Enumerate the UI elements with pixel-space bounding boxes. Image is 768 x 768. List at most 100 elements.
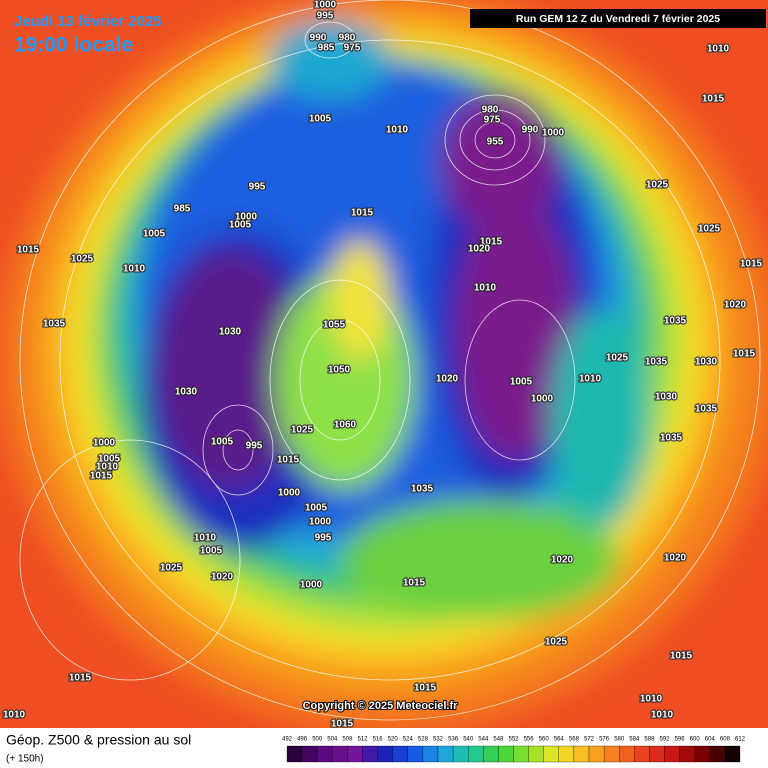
geopotential-field <box>0 0 768 728</box>
colorbar-swatch <box>301 745 318 763</box>
isobar-label: 975 <box>344 43 361 54</box>
isobar-label: 1015 <box>480 237 503 248</box>
colorbar-swatch <box>407 745 424 763</box>
isobar-label: 1035 <box>411 484 434 495</box>
colorbar-label: 604 <box>705 737 716 743</box>
colorbar-swatch <box>543 745 559 763</box>
colorbar-label: 608 <box>720 737 731 743</box>
isobar-label: 1015 <box>69 673 92 684</box>
colorbar-swatch <box>528 745 544 763</box>
colorbar-label: 568 <box>569 737 580 743</box>
isobar-label: 1035 <box>645 357 668 368</box>
isobar-label: 1005 <box>510 377 533 388</box>
isobar-label: 985 <box>174 204 191 215</box>
colorbar-label: 540 <box>463 737 474 743</box>
footer-title: Géop. Z500 & pression au sol <box>6 732 191 748</box>
colorbar-swatch <box>498 745 514 763</box>
isobar-label: 1020 <box>724 300 747 311</box>
isobar-label: 1015 <box>277 455 300 466</box>
colorbar-label: 504 <box>327 737 338 743</box>
isobar-label: 1015 <box>670 651 693 662</box>
isobar-label: 1015 <box>351 208 374 219</box>
footer-lead: (+ 150h) <box>6 754 44 765</box>
isobar-label: 1035 <box>660 433 683 444</box>
isobar-label: 1015 <box>702 94 725 105</box>
isobar-label: 1005 <box>305 503 328 514</box>
isobar-label: 1005 <box>200 546 223 557</box>
colorbar-swatch <box>649 745 665 763</box>
isobar-label: 1010 <box>651 710 674 721</box>
colorbar-swatch <box>452 745 469 763</box>
isobar-label: 1015 <box>331 719 354 730</box>
colorbar-swatch <box>362 745 378 763</box>
isobar-lines <box>19 0 761 721</box>
isobar-label: 1010 <box>3 710 26 721</box>
colorbar-swatch <box>422 745 439 763</box>
isobar-label: 1000 <box>314 0 337 11</box>
colorbar-label: 600 <box>690 737 701 743</box>
isobar-label: 995 <box>249 182 266 193</box>
colorbar-label: 612 <box>735 737 746 743</box>
colorbar-swatch <box>603 745 620 763</box>
forecast-time: 19:00 locale <box>14 34 133 57</box>
isobar-label: 995 <box>315 533 332 544</box>
colorbar-swatch <box>347 745 363 763</box>
colorbar-label: 544 <box>478 737 489 743</box>
colorbar-label: 576 <box>599 737 610 743</box>
colorbar-label: 548 <box>493 737 504 743</box>
colorbar-swatch <box>709 745 726 763</box>
isobar-label: 1015 <box>740 259 763 270</box>
isobar-label: 1020 <box>468 244 491 255</box>
isobar-label: 1010 <box>123 264 146 275</box>
isobar-label: 1060 <box>334 420 357 431</box>
isobar-label: 1020 <box>436 374 459 385</box>
colorbar-label: 516 <box>373 737 384 743</box>
colorbar-swatch <box>286 745 303 763</box>
isobar-label: 995 <box>317 11 334 22</box>
colorbar-swatch <box>332 745 348 763</box>
run-box <box>470 9 766 28</box>
isobar-label: 1010 <box>194 533 217 544</box>
isobar-label: 1005 <box>98 454 121 465</box>
colorbar-swatch <box>392 745 408 763</box>
isobar-label: 1000 <box>531 394 554 405</box>
isobar-label: 990 <box>522 125 539 136</box>
isobar-label: 1025 <box>71 254 94 265</box>
colorbar-swatch <box>588 745 605 763</box>
colorbar-swatch <box>724 745 741 763</box>
isobar-label: 975 <box>484 115 501 126</box>
isobar-label: 1015 <box>414 683 437 694</box>
isobar-label: 1025 <box>698 224 721 235</box>
colorbar-label: 536 <box>448 737 459 743</box>
isobar-label: 1030 <box>695 357 718 368</box>
colorbar-swatch <box>679 745 695 763</box>
isobar-label: 1000 <box>278 488 301 499</box>
isobar-label: 1010 <box>707 44 730 55</box>
colorbar-swatch <box>468 745 484 763</box>
isobar-label: 990 <box>310 33 327 44</box>
isobar-label: 1020 <box>211 572 234 583</box>
copyright: Copyright © 2025 Meteociel.fr <box>303 700 459 712</box>
colorbar-label: 588 <box>644 737 655 743</box>
isobar-label: 1025 <box>606 353 629 364</box>
isobar-label: 1010 <box>474 283 497 294</box>
colorbar-label: 560 <box>539 737 550 743</box>
isobar-label: 1000 <box>93 438 116 449</box>
isobar-label: 1010 <box>579 374 602 385</box>
isobar-label: 1005 <box>211 437 234 448</box>
colorbar-swatch <box>317 745 333 763</box>
isobar-label: 1015 <box>733 349 756 360</box>
isobar-label: 955 <box>487 137 504 148</box>
colorbar-swatch <box>558 745 575 763</box>
colorbar-label: 512 <box>357 737 368 743</box>
isobar-label: 1000 <box>235 212 258 223</box>
colorbar-label: 492 <box>282 737 293 743</box>
colorbar-label: 532 <box>433 737 444 743</box>
isobar-label: 1035 <box>43 319 66 330</box>
isobar-label: 1015 <box>90 471 113 482</box>
colorbar-label: 508 <box>342 737 353 743</box>
isobar-label: 1050 <box>328 365 351 376</box>
isobar-label: 995 <box>246 441 263 452</box>
colorbar-label: 520 <box>388 737 399 743</box>
